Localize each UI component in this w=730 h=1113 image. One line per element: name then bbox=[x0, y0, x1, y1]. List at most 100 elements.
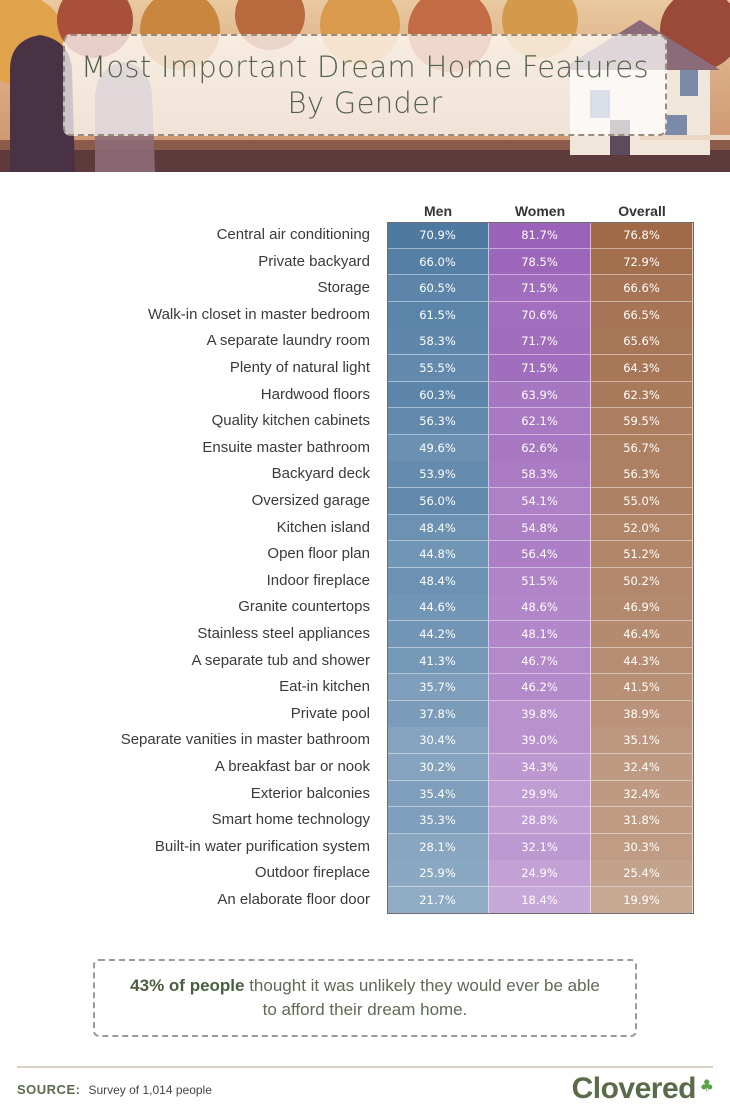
cell-men: 41.3% bbox=[387, 647, 489, 675]
cell-overall: 65.6% bbox=[591, 328, 693, 356]
cell-women: 46.2% bbox=[489, 674, 591, 701]
cell-men: 44.2% bbox=[387, 621, 489, 648]
fence bbox=[640, 135, 730, 140]
cell-women: 62.1% bbox=[489, 408, 591, 435]
cell-men: 56.0% bbox=[387, 488, 489, 515]
cell-overall: 76.8% bbox=[591, 222, 693, 249]
callout-highlight: 43% of people bbox=[130, 976, 245, 995]
cell-women: 71.5% bbox=[489, 275, 591, 302]
cell-men: 48.4% bbox=[387, 567, 489, 595]
row-label: Oversized garage bbox=[251, 492, 370, 509]
row-label: Smart home technology bbox=[211, 811, 370, 829]
row-label: An elaborate floor door bbox=[217, 891, 370, 908]
row-label: Storage bbox=[317, 279, 370, 297]
cell-women: 51.5% bbox=[489, 567, 591, 595]
cell-women: 18.4% bbox=[489, 887, 591, 914]
title-box: Most Important Dream Home Features By Ge… bbox=[63, 34, 667, 136]
person-silhouette bbox=[10, 35, 75, 172]
cell-men: 48.4% bbox=[387, 514, 489, 542]
cell-overall: 35.1% bbox=[591, 727, 693, 755]
cell-overall: 55.0% bbox=[591, 488, 693, 515]
cell-overall: 72.9% bbox=[591, 248, 693, 276]
row-label: Stainless steel appliances bbox=[197, 625, 370, 642]
cell-women: 71.7% bbox=[489, 328, 591, 356]
cell-men: 30.2% bbox=[387, 754, 489, 781]
cell-overall: 32.4% bbox=[591, 754, 693, 781]
row-label: Backyard deck bbox=[271, 465, 370, 483]
cell-women: 48.6% bbox=[489, 594, 591, 622]
cell-overall: 56.7% bbox=[591, 434, 693, 462]
clover-icon: ♣ bbox=[699, 1076, 714, 1095]
row-label: Quality kitchen cabinets bbox=[211, 412, 370, 430]
cell-overall: 46.9% bbox=[591, 594, 693, 622]
cell-overall: 38.9% bbox=[591, 700, 693, 728]
cell-overall: 46.4% bbox=[591, 621, 693, 648]
house-window bbox=[665, 115, 687, 137]
cell-overall: 56.3% bbox=[591, 461, 693, 489]
cell-overall: 44.3% bbox=[591, 647, 693, 675]
page-title-line-2: By Gender bbox=[287, 86, 443, 120]
house-window bbox=[680, 70, 698, 96]
cell-men: 55.5% bbox=[387, 355, 489, 382]
row-label: A separate laundry room bbox=[206, 332, 370, 350]
row-label: Private backyard bbox=[258, 252, 370, 270]
cell-overall: 19.9% bbox=[591, 887, 693, 914]
row-label: Outdoor fireplace bbox=[254, 864, 370, 882]
header-illustration: Most Important Dream Home Features By Ge… bbox=[0, 0, 730, 172]
cell-overall: 50.2% bbox=[591, 567, 693, 595]
cell-overall: 25.4% bbox=[591, 860, 693, 888]
row-label: Kitchen island bbox=[276, 518, 370, 536]
source-note: SOURCE: Survey of 1,014 people bbox=[17, 1082, 212, 1097]
cell-women: 58.3% bbox=[489, 461, 591, 489]
cell-women: 62.6% bbox=[489, 434, 591, 462]
cell-men: 44.8% bbox=[387, 541, 489, 568]
cell-men: 58.3% bbox=[387, 328, 489, 356]
cell-overall: 66.6% bbox=[591, 275, 693, 302]
row-label: Separate vanities in master bathroom bbox=[120, 731, 370, 749]
callout-line-1: 43% of people thought it was unlikely th… bbox=[130, 974, 600, 998]
row-label: A separate tub and shower bbox=[191, 651, 370, 669]
row-label: Plenty of natural light bbox=[229, 359, 370, 376]
brand-logo: Clovered bbox=[571, 1072, 697, 1105]
cell-men: 53.9% bbox=[387, 461, 489, 489]
cell-women: 24.9% bbox=[489, 860, 591, 888]
cell-men: 25.9% bbox=[387, 860, 489, 888]
column-header-overall: Overall bbox=[618, 203, 666, 219]
row-label: Open floor plan bbox=[267, 545, 370, 563]
cell-men: 49.6% bbox=[387, 434, 489, 462]
cell-men: 66.0% bbox=[387, 248, 489, 276]
cell-women: 70.6% bbox=[489, 301, 591, 329]
row-label: Hardwood floors bbox=[260, 385, 370, 403]
row-label: Built-in water purification system bbox=[154, 837, 370, 855]
footer-divider bbox=[17, 1066, 713, 1068]
cell-women: 28.8% bbox=[489, 807, 591, 834]
source-text: Survey of 1,014 people bbox=[88, 1083, 212, 1097]
column-header-men: Men bbox=[424, 203, 452, 219]
cell-women: 54.1% bbox=[489, 488, 591, 515]
cell-men: 61.5% bbox=[387, 301, 489, 329]
cell-women: 78.5% bbox=[489, 248, 591, 276]
callout-box: 43% of people thought it was unlikely th… bbox=[93, 959, 637, 1037]
cell-overall: 62.3% bbox=[591, 381, 693, 409]
page-title-line-1: Most Important Dream Home Features bbox=[81, 50, 649, 84]
ground bbox=[0, 150, 730, 172]
callout-line-2: to afford their dream home. bbox=[262, 1000, 468, 1019]
cell-women: 29.9% bbox=[489, 780, 591, 808]
row-label: Ensuite master bathroom bbox=[202, 438, 370, 456]
cell-women: 71.5% bbox=[489, 355, 591, 382]
cell-overall: 66.5% bbox=[591, 301, 693, 329]
cell-women: 56.4% bbox=[489, 541, 591, 568]
cell-men: 21.7% bbox=[387, 887, 489, 914]
cell-men: 28.1% bbox=[387, 833, 489, 861]
cell-overall: 64.3% bbox=[591, 355, 693, 382]
cell-men: 70.9% bbox=[387, 222, 489, 249]
cell-women: 34.3% bbox=[489, 754, 591, 781]
cell-men: 35.4% bbox=[387, 780, 489, 808]
cell-men: 30.4% bbox=[387, 727, 489, 755]
row-label: Indoor fireplace bbox=[266, 571, 370, 589]
cell-overall: 59.5% bbox=[591, 408, 693, 435]
row-label: A breakfast bar or nook bbox=[214, 758, 370, 775]
callout-text: thought it was unlikely they would ever … bbox=[244, 976, 600, 995]
cell-men: 35.3% bbox=[387, 807, 489, 834]
cell-men: 60.3% bbox=[387, 381, 489, 409]
